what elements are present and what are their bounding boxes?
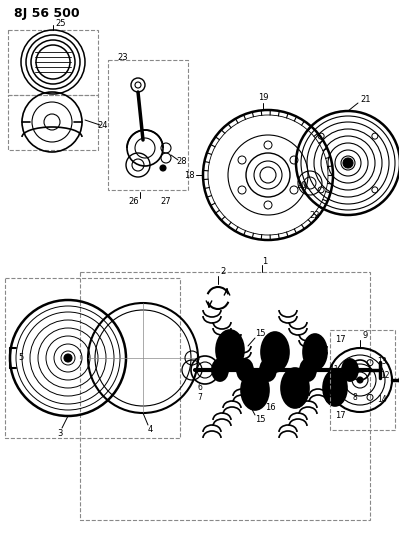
Ellipse shape bbox=[237, 359, 253, 381]
Ellipse shape bbox=[323, 370, 347, 406]
Text: 13: 13 bbox=[377, 358, 387, 367]
Ellipse shape bbox=[241, 370, 269, 410]
Text: 4: 4 bbox=[147, 425, 153, 434]
Text: 15: 15 bbox=[255, 416, 265, 424]
Bar bbox=[108, 60, 188, 190]
Text: 16: 16 bbox=[265, 356, 275, 365]
Text: 5: 5 bbox=[18, 353, 23, 362]
Text: 22: 22 bbox=[310, 211, 320, 220]
Bar bbox=[5, 278, 180, 438]
Bar bbox=[80, 272, 370, 520]
Bar bbox=[330, 330, 395, 430]
Text: 10: 10 bbox=[337, 377, 347, 386]
Ellipse shape bbox=[261, 332, 289, 372]
Text: 27: 27 bbox=[161, 198, 171, 206]
Text: 2: 2 bbox=[220, 266, 225, 276]
Circle shape bbox=[160, 165, 166, 171]
Ellipse shape bbox=[260, 359, 276, 381]
Text: 6: 6 bbox=[198, 384, 202, 392]
Text: 21: 21 bbox=[361, 95, 371, 104]
Ellipse shape bbox=[281, 368, 309, 408]
Circle shape bbox=[343, 158, 353, 168]
Text: 23: 23 bbox=[118, 52, 128, 61]
Text: 18: 18 bbox=[184, 171, 194, 180]
Ellipse shape bbox=[216, 330, 244, 370]
Text: 24: 24 bbox=[98, 120, 108, 130]
Text: 3: 3 bbox=[57, 429, 63, 438]
Text: 9: 9 bbox=[362, 330, 367, 340]
Text: 19: 19 bbox=[258, 93, 268, 101]
Text: 14: 14 bbox=[377, 395, 387, 405]
Ellipse shape bbox=[303, 334, 327, 370]
Text: 7: 7 bbox=[198, 393, 202, 402]
Text: 1: 1 bbox=[263, 257, 268, 266]
Text: 16: 16 bbox=[265, 403, 275, 413]
Circle shape bbox=[357, 377, 363, 383]
Text: 17: 17 bbox=[335, 410, 345, 419]
Bar bbox=[8, 30, 98, 95]
Ellipse shape bbox=[212, 359, 228, 381]
Text: 8J 56 500: 8J 56 500 bbox=[14, 6, 80, 20]
Text: 12: 12 bbox=[380, 370, 390, 379]
Text: 15: 15 bbox=[255, 329, 265, 338]
Ellipse shape bbox=[342, 359, 358, 381]
Circle shape bbox=[64, 354, 72, 362]
Text: 25: 25 bbox=[56, 19, 66, 28]
Text: 11: 11 bbox=[329, 366, 339, 375]
Ellipse shape bbox=[300, 359, 316, 381]
Text: 8: 8 bbox=[353, 393, 358, 402]
Text: 17: 17 bbox=[335, 335, 345, 344]
Text: 28: 28 bbox=[177, 157, 187, 166]
Text: 26: 26 bbox=[129, 198, 139, 206]
Bar bbox=[8, 95, 98, 150]
Text: 20: 20 bbox=[297, 181, 307, 190]
